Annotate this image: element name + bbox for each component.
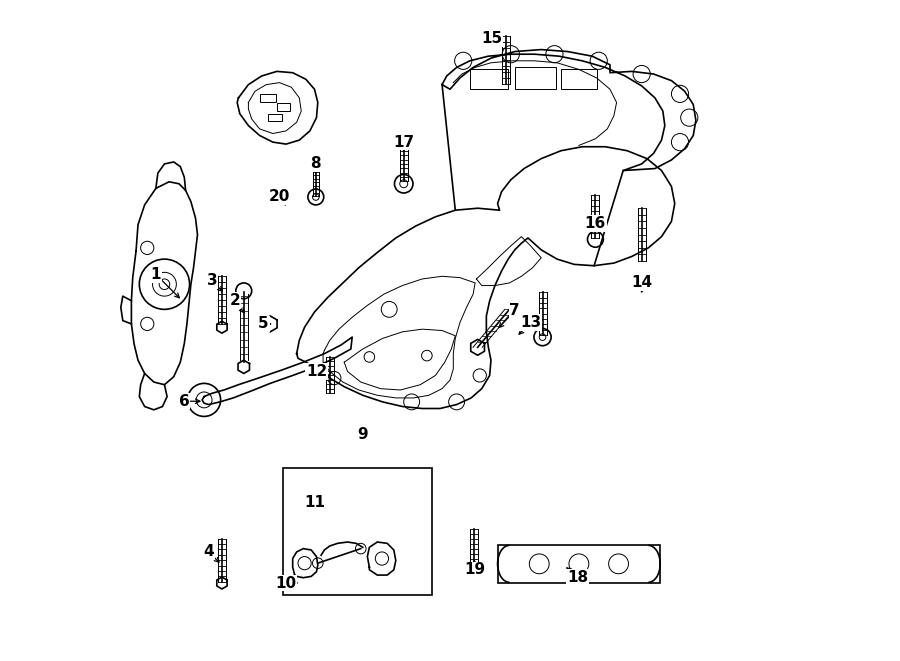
Text: 7: 7 bbox=[509, 303, 520, 318]
Circle shape bbox=[671, 85, 688, 102]
Circle shape bbox=[529, 554, 549, 574]
Circle shape bbox=[140, 317, 154, 330]
Circle shape bbox=[375, 552, 389, 565]
Circle shape bbox=[394, 175, 413, 193]
Text: 12: 12 bbox=[306, 364, 327, 379]
Bar bbox=[515, 67, 556, 89]
Circle shape bbox=[633, 65, 651, 83]
Polygon shape bbox=[217, 577, 227, 589]
Bar bbox=[260, 94, 276, 102]
Polygon shape bbox=[217, 321, 227, 333]
Circle shape bbox=[545, 46, 563, 63]
Circle shape bbox=[588, 231, 603, 247]
Bar bbox=[267, 114, 282, 121]
Polygon shape bbox=[471, 339, 484, 355]
Text: 3: 3 bbox=[207, 274, 218, 288]
Text: 19: 19 bbox=[464, 563, 485, 577]
Text: 9: 9 bbox=[356, 428, 367, 442]
Polygon shape bbox=[264, 316, 277, 332]
Text: 6: 6 bbox=[179, 394, 190, 408]
Circle shape bbox=[356, 543, 366, 554]
Circle shape bbox=[140, 241, 154, 254]
Bar bbox=[561, 69, 598, 89]
Circle shape bbox=[590, 52, 608, 69]
Bar bbox=[498, 545, 660, 583]
Circle shape bbox=[534, 329, 551, 346]
Circle shape bbox=[569, 554, 589, 574]
Text: 15: 15 bbox=[482, 31, 502, 46]
Polygon shape bbox=[140, 373, 167, 410]
Polygon shape bbox=[202, 337, 352, 405]
Text: 18: 18 bbox=[567, 570, 588, 584]
Text: 10: 10 bbox=[275, 576, 297, 590]
Text: 17: 17 bbox=[393, 135, 414, 149]
Polygon shape bbox=[156, 162, 185, 190]
Polygon shape bbox=[442, 50, 696, 171]
Polygon shape bbox=[297, 147, 675, 408]
Text: 4: 4 bbox=[203, 545, 214, 559]
Text: 8: 8 bbox=[310, 157, 321, 171]
Polygon shape bbox=[292, 549, 318, 578]
Circle shape bbox=[308, 189, 324, 205]
Polygon shape bbox=[131, 182, 197, 385]
Circle shape bbox=[502, 46, 519, 63]
Circle shape bbox=[454, 52, 472, 69]
Polygon shape bbox=[238, 360, 249, 373]
Bar bbox=[277, 103, 290, 111]
Polygon shape bbox=[469, 563, 481, 576]
Circle shape bbox=[312, 558, 323, 568]
Text: 2: 2 bbox=[230, 293, 240, 308]
Circle shape bbox=[187, 383, 220, 416]
Text: 13: 13 bbox=[520, 315, 541, 330]
Circle shape bbox=[671, 134, 688, 151]
Text: 11: 11 bbox=[304, 495, 325, 510]
Circle shape bbox=[236, 283, 252, 299]
Bar bbox=[284, 468, 432, 595]
Circle shape bbox=[608, 554, 628, 574]
Text: 16: 16 bbox=[585, 216, 606, 231]
Circle shape bbox=[298, 557, 311, 570]
Text: 14: 14 bbox=[631, 276, 652, 290]
Polygon shape bbox=[238, 71, 318, 144]
Circle shape bbox=[140, 259, 190, 309]
Text: 20: 20 bbox=[269, 190, 290, 204]
Text: 5: 5 bbox=[258, 317, 269, 331]
Polygon shape bbox=[367, 542, 396, 575]
Text: 1: 1 bbox=[150, 267, 161, 282]
Circle shape bbox=[680, 109, 698, 126]
Bar bbox=[470, 69, 508, 89]
Circle shape bbox=[340, 330, 364, 354]
